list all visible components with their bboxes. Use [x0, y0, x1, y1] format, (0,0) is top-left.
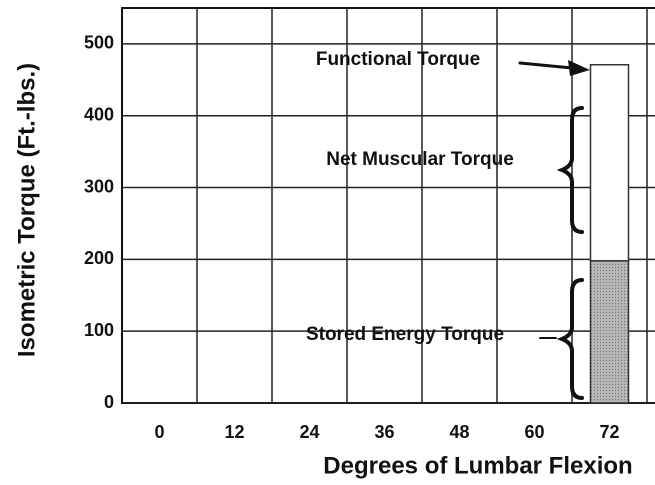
x-axis-label: Degrees of Lumbar Flexion [323, 452, 632, 479]
x-tick-label: 36 [374, 422, 394, 442]
bar-segment [589, 260, 630, 404]
y-tick-label: 500 [84, 33, 114, 53]
x-tick-label: 60 [524, 422, 544, 442]
x-tick-label: 48 [449, 422, 469, 442]
arrow [518, 61, 574, 70]
x-tick-label: 72 [599, 422, 619, 442]
y-axis-label: Isometric Torque (Ft.-lbs.) [13, 63, 40, 357]
y-tick-label: 200 [84, 248, 114, 268]
y-tick-label: 400 [84, 104, 114, 124]
annotation: Net Muscular Torque [326, 149, 514, 170]
brace [556, 278, 584, 400]
brace [556, 106, 584, 234]
y-tick-label: 300 [84, 176, 114, 196]
x-tick-label: 0 [154, 422, 164, 442]
annotation: Stored Energy Torque [306, 324, 504, 345]
annotation: Functional Torque [316, 49, 480, 70]
x-tick-label: 24 [299, 422, 319, 442]
x-tick-label: 12 [224, 422, 244, 442]
arrow-head [568, 60, 590, 76]
bar-segment [589, 63, 630, 262]
y-tick-label: 0 [104, 392, 114, 412]
y-tick-label: 100 [84, 320, 114, 340]
